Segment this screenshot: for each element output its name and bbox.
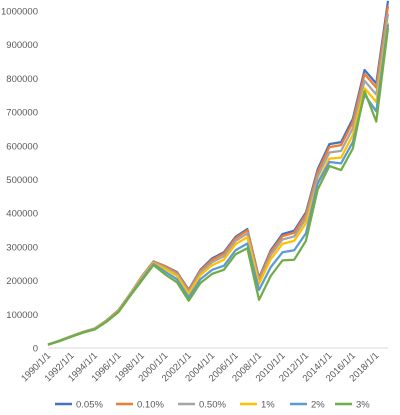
y-tick-label: 700000 (6, 108, 38, 119)
y-tick-label: 200000 (6, 276, 38, 287)
y-tick-label: 400000 (6, 209, 38, 220)
legend-item: 0.10% (116, 400, 164, 411)
legend-item: 0.05% (55, 400, 103, 411)
legend-label: 0.05% (76, 400, 103, 411)
legend: 0.05% 0.10% 0.50% 1% 2% 3% (55, 400, 370, 411)
y-tick-label: 300000 (6, 242, 38, 253)
legend-item: 0.50% (178, 400, 226, 411)
x-axis-ticks: 1990/1/11992/1/11994/1/11996/1/11998/1/1… (19, 350, 381, 384)
series-line-5 (47, 27, 390, 346)
y-tick-label: 100000 (6, 310, 38, 321)
legend-label: 3% (356, 400, 370, 411)
series-line-4 (47, 24, 390, 346)
legend-label: 0.50% (199, 400, 226, 411)
series-line-3 (47, 22, 390, 346)
legend-item: 3% (335, 400, 370, 411)
legend-label: 2% (311, 400, 325, 411)
series-line-0 (47, 0, 390, 346)
y-axis-ticks: 0 100000 200000 300000 400000 500000 600000 700… (1, 7, 38, 355)
y-tick-label: 0 (33, 344, 38, 355)
series-line-1 (47, 5, 390, 346)
legend-label: 1% (261, 400, 275, 411)
y-tick-label: 900000 (6, 40, 38, 51)
y-tick-label: 1000000 (1, 7, 38, 18)
legend-label: 0.10% (137, 400, 164, 411)
y-tick-label: 800000 (6, 74, 38, 85)
series-lines (47, 0, 390, 346)
y-tick-label: 600000 (6, 141, 38, 152)
y-tick-label: 500000 (6, 175, 38, 186)
legend-item: 2% (290, 400, 325, 411)
series-line-2 (47, 13, 390, 346)
legend-item: 1% (240, 400, 275, 411)
